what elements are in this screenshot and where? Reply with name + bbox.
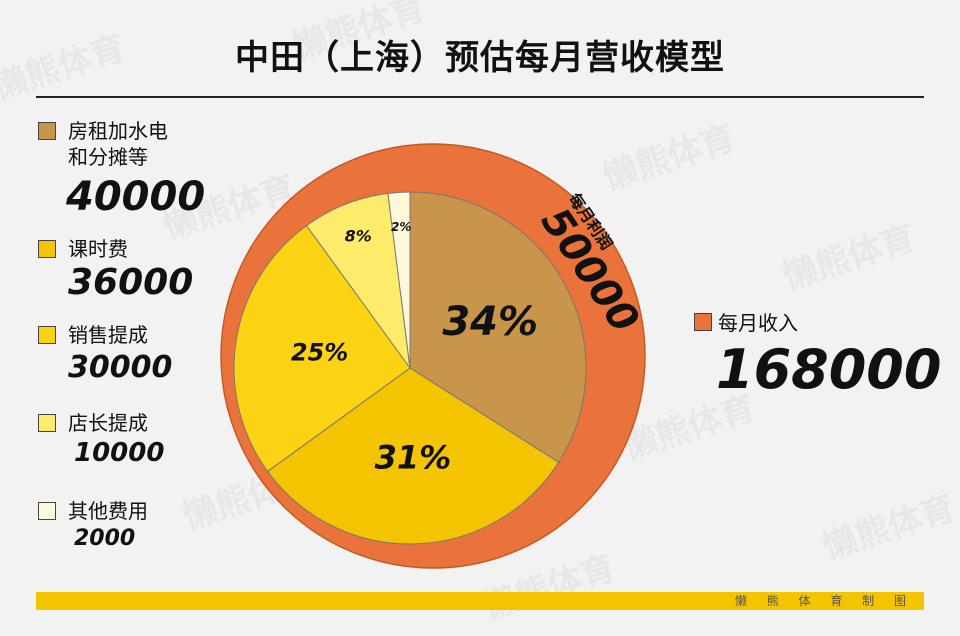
legend-value: 40000 (66, 174, 206, 220)
slice-percent-label: 25% (291, 339, 348, 367)
pie-slice-labels: 34% 31% 25% 8% 2% (291, 220, 538, 476)
chart-title: 中田（上海）预估每月营收模型 (235, 38, 725, 78)
legend-swatch (38, 122, 56, 140)
legend-value: 10000 (74, 438, 165, 468)
pie-slice (409, 191, 587, 463)
pie-slices (233, 191, 587, 545)
legend-label: 销售提成 (68, 323, 148, 347)
legend-label: 房租加水电 和分摊等 (68, 119, 168, 169)
footer-credit: 懒 熊 体 育 制 图 (734, 594, 914, 608)
legend-swatch (694, 313, 712, 331)
legend-label: 课时费 (68, 237, 128, 261)
legend-swatch (38, 326, 56, 344)
slice-percent-label: 31% (375, 438, 452, 476)
legend-label: 每月收入 (718, 311, 798, 335)
legend-label: 店长提成 (68, 411, 148, 435)
slice-percent-label: 34% (442, 299, 538, 345)
legend-swatch (38, 240, 56, 258)
pie-slice (266, 367, 560, 545)
legend-value: 36000 (68, 262, 194, 303)
legend-swatch (38, 414, 56, 432)
pie-slice (233, 224, 411, 473)
legend-value: 2000 (74, 526, 136, 551)
slice-percent-label: 8% (345, 227, 372, 246)
legend-label: 其他费用 (68, 499, 148, 523)
legend-value: 30000 (68, 350, 173, 385)
revenue-value: 168000 (716, 338, 942, 401)
pie-slice (387, 191, 411, 369)
legend-swatch (38, 502, 56, 520)
pie-slice (305, 192, 411, 369)
slice-percent-label: 2% (391, 220, 411, 234)
title-divider (36, 96, 924, 98)
footer-bar: 懒 熊 体 育 制 图 (36, 592, 924, 610)
